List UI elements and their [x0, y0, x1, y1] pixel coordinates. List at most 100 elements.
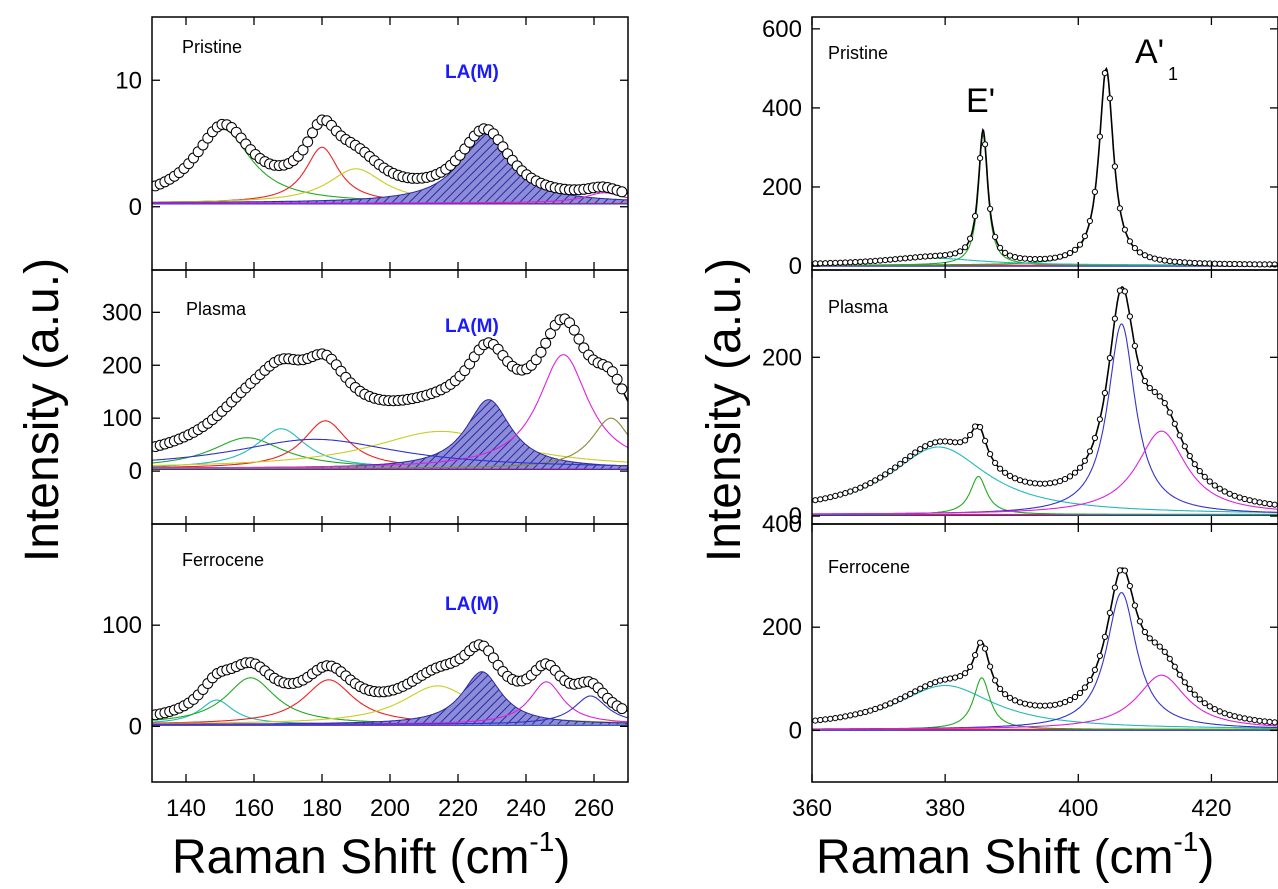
data-point — [847, 488, 854, 495]
data-point — [902, 693, 909, 700]
data-point — [1231, 492, 1238, 499]
data-point — [1011, 475, 1019, 482]
component-peak-6 — [152, 695, 628, 725]
data-point — [1106, 354, 1114, 362]
data-point — [987, 205, 994, 212]
data-point — [992, 677, 999, 684]
data-point — [540, 337, 552, 349]
data-point — [992, 233, 999, 240]
data-point — [1156, 643, 1163, 650]
data-point — [1016, 699, 1024, 706]
data-point — [1081, 233, 1089, 240]
data-point — [1241, 495, 1248, 503]
data-point — [897, 255, 904, 262]
right-xlabel-main: Raman Shift (cm — [816, 831, 1173, 884]
data-point — [1236, 714, 1243, 721]
data-point — [847, 259, 854, 266]
data-point — [1106, 609, 1114, 617]
data-point — [932, 439, 939, 446]
data-point — [902, 255, 909, 262]
y-tick-label: 400 — [762, 95, 802, 122]
y-tick-label: 0 — [129, 713, 142, 740]
y-tick-label: 200 — [762, 614, 802, 641]
data-point — [1251, 717, 1258, 724]
data-point — [1151, 388, 1158, 396]
data-point — [1171, 420, 1178, 427]
x-tick-label: 380 — [925, 795, 965, 822]
data-point — [1171, 258, 1178, 265]
y-tick-label: 600 — [762, 16, 802, 43]
data-point — [862, 482, 869, 489]
data-point — [967, 663, 974, 671]
data-point — [1002, 691, 1009, 698]
data-point — [1106, 95, 1114, 102]
data-point — [1176, 259, 1183, 266]
sample-label: Ferrocene — [182, 550, 264, 570]
data-point — [882, 702, 889, 709]
total-fit-line — [812, 286, 1278, 506]
sample-label: Pristine — [182, 37, 242, 57]
data-point — [1121, 567, 1129, 574]
sample-label: Pristine — [828, 43, 888, 63]
data-point — [1091, 434, 1099, 442]
data-point — [832, 259, 839, 266]
data-point — [872, 257, 879, 264]
data-point — [1261, 500, 1268, 507]
x-tick-label: 200 — [370, 795, 410, 822]
data-point — [1271, 501, 1278, 508]
data-point — [1171, 663, 1178, 670]
data-point — [912, 688, 919, 695]
data-point — [847, 712, 854, 719]
data-point — [573, 333, 585, 345]
y-tick-label: 100 — [102, 612, 142, 639]
data-point — [1066, 249, 1074, 257]
data-point — [1051, 254, 1059, 261]
data-point — [535, 346, 547, 358]
x-tick-label: 180 — [302, 795, 342, 822]
data-point — [1036, 255, 1044, 263]
data-point — [1141, 628, 1149, 636]
data-point — [1006, 694, 1014, 701]
data-point — [1136, 249, 1144, 256]
data-point — [616, 383, 628, 395]
data-point — [852, 259, 859, 266]
data-point — [927, 253, 934, 260]
data-point — [1091, 188, 1099, 195]
sample-label: Plasma — [828, 297, 889, 317]
data-point — [1071, 246, 1079, 253]
data-point — [1236, 494, 1243, 501]
y-tick-label: 0 — [129, 194, 142, 221]
data-point — [1066, 473, 1074, 480]
data-point — [1131, 342, 1139, 349]
y-tick-label: 0 — [789, 253, 802, 280]
data-point — [1256, 717, 1263, 724]
plot-area — [812, 66, 1278, 268]
data-point — [1101, 70, 1109, 77]
data-point — [1026, 479, 1034, 486]
data-point — [942, 438, 949, 445]
data-point — [1241, 715, 1248, 722]
data-point — [1246, 497, 1253, 504]
data-point — [827, 259, 834, 267]
data-point — [1231, 713, 1238, 720]
data-point — [1021, 700, 1029, 707]
left-xlabel-sup: -1 — [529, 826, 554, 857]
data-point — [892, 256, 899, 263]
data-point — [977, 639, 984, 646]
data-point — [1006, 252, 1014, 259]
data-point — [1096, 416, 1104, 423]
plot-area — [812, 567, 1278, 731]
data-point — [822, 716, 829, 723]
y-tick-label: 200 — [762, 344, 802, 371]
panel-left-bottom: 0 100 140 160 180 200 220 240 260 Ferrocene LA(M) — [102, 523, 629, 822]
data-point — [997, 244, 1004, 251]
data-point — [982, 645, 989, 652]
data-point — [1236, 261, 1243, 268]
data-point — [1196, 696, 1203, 703]
data-point — [952, 674, 959, 681]
data-point — [1246, 716, 1253, 723]
data-point — [997, 465, 1004, 472]
data-point — [1156, 256, 1163, 263]
data-point — [616, 703, 628, 715]
data-point — [1036, 702, 1044, 709]
